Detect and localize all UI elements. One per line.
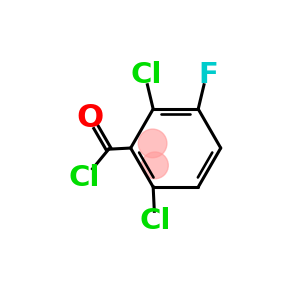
Circle shape <box>142 152 168 179</box>
Text: Cl: Cl <box>130 61 162 89</box>
Text: F: F <box>199 61 218 89</box>
Circle shape <box>138 129 167 158</box>
Text: Cl: Cl <box>140 207 171 235</box>
Text: O: O <box>76 103 104 134</box>
Text: Cl: Cl <box>68 164 100 192</box>
